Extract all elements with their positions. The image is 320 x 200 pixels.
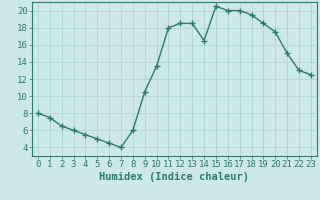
X-axis label: Humidex (Indice chaleur): Humidex (Indice chaleur) (100, 172, 249, 182)
